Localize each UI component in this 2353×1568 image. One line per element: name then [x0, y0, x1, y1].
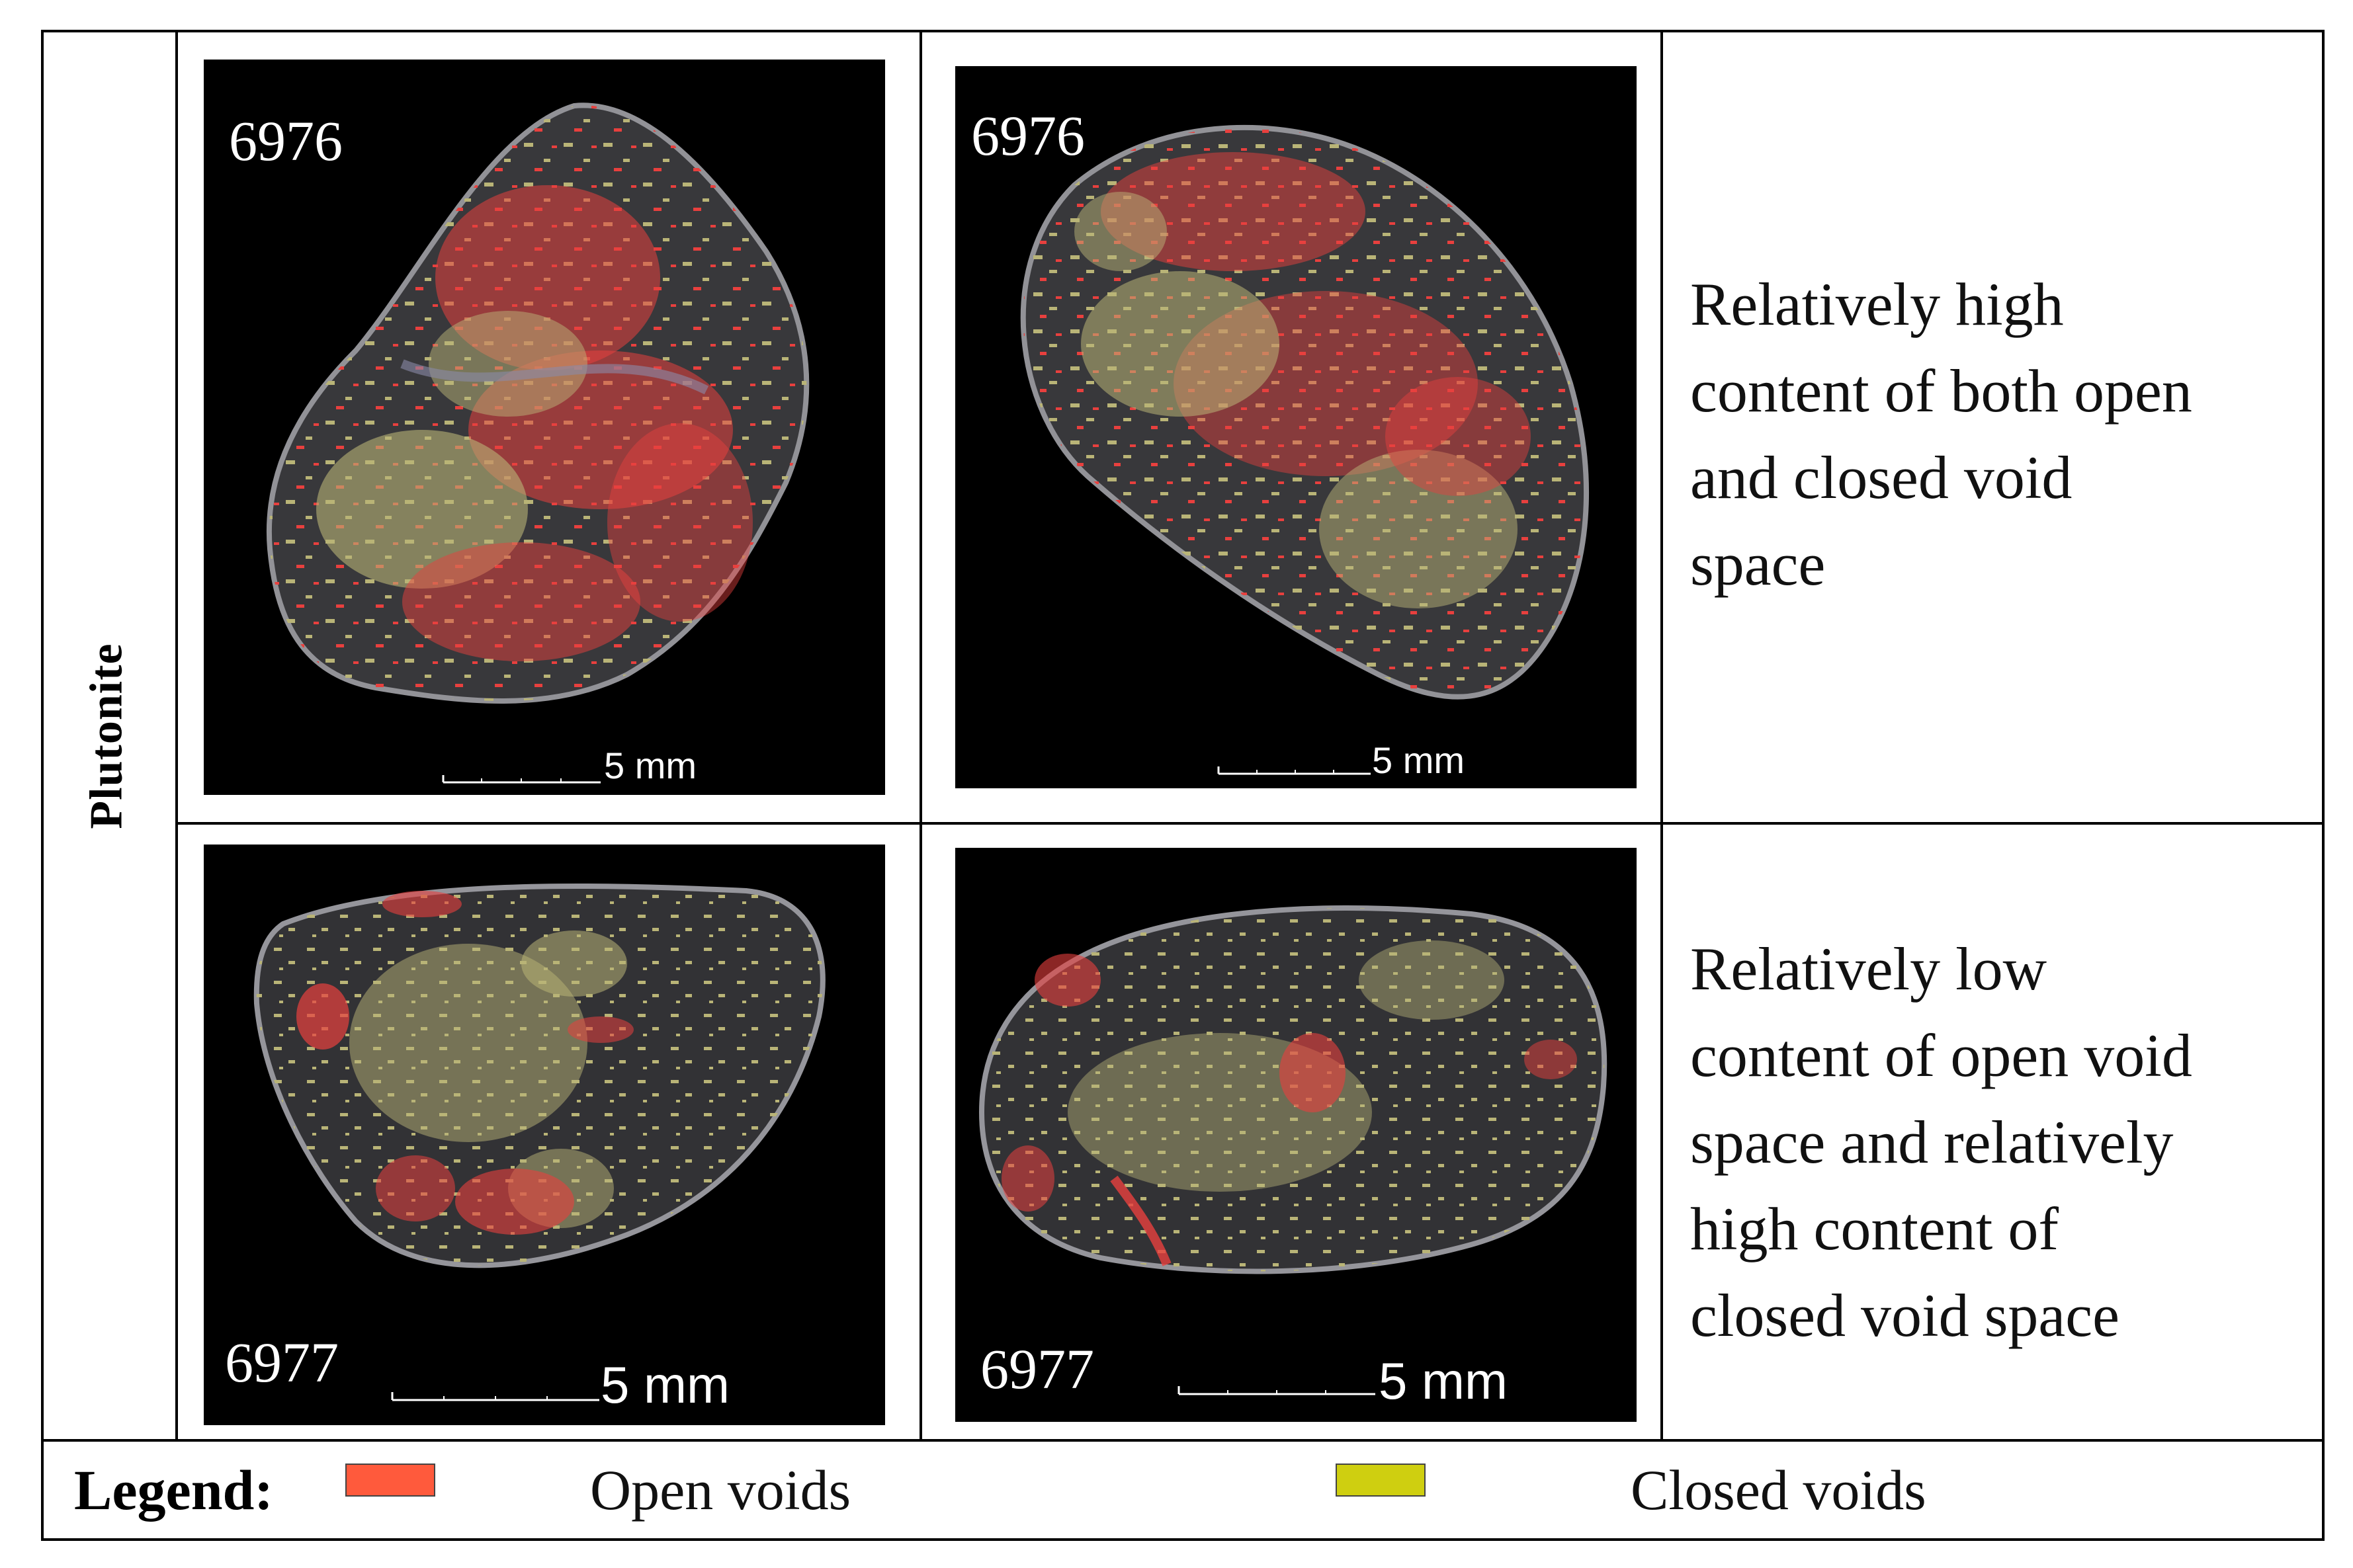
- table-grid-lines: [41, 30, 2325, 1541]
- rock-scan-graphic: [978, 905, 1607, 1274]
- sample-id-label: 6977: [225, 1331, 339, 1394]
- ct-image-6977-a: 6977 5 mm: [204, 845, 885, 1425]
- row-label-cell: Plutonite: [41, 30, 173, 1442]
- description-line: closed void space: [1690, 1282, 2119, 1349]
- scale-bar-label: 5 mm: [1372, 739, 1465, 781]
- description-line: space and relatively: [1690, 1108, 2174, 1176]
- rock-scan-graphic: [1020, 124, 1589, 700]
- legend-title: Legend:: [74, 1458, 273, 1522]
- scale-bar-label: 5 mm: [1379, 1352, 1508, 1410]
- legend-label-open-voids: Open voids: [590, 1458, 851, 1522]
- sample-id-label: 6976: [229, 109, 343, 173]
- sample-id-label: 6976: [971, 104, 1085, 167]
- description-line: content of open void: [1690, 1022, 2192, 1089]
- legend-swatch-open-voids: [345, 1464, 435, 1497]
- ct-image-6976-a: 6976 5 mm: [204, 60, 885, 795]
- legend-swatch-closed-voids: [1336, 1464, 1426, 1497]
- description-line: content of both open: [1690, 357, 2192, 425]
- rock-scan-graphic: [266, 103, 810, 704]
- description-line: Relatively low: [1690, 935, 2047, 1003]
- ct-image-6977-b: 6977 5 mm: [955, 848, 1637, 1422]
- scale-bar-label: 5 mm: [601, 1356, 730, 1414]
- row-label: Plutonite: [81, 642, 132, 829]
- description-line: space: [1690, 530, 1826, 598]
- description-line: high content of: [1690, 1195, 2059, 1262]
- rock-scan-graphic: [253, 883, 826, 1268]
- figure-table: Plutonite 6976: [41, 30, 2325, 1541]
- scale-bar-label: 5 mm: [604, 745, 697, 786]
- description-line: Relatively high: [1690, 270, 2064, 338]
- description-high: Relatively high content of both open and…: [1690, 261, 2192, 608]
- sample-id-label: 6977: [980, 1337, 1094, 1401]
- ct-image-6976-b: 6976 5 mm: [955, 66, 1637, 788]
- legend-label-closed-voids: Closed voids: [1631, 1458, 1926, 1522]
- description-low: Relatively low content of open void spac…: [1690, 926, 2192, 1359]
- description-line: and closed void: [1690, 444, 2073, 511]
